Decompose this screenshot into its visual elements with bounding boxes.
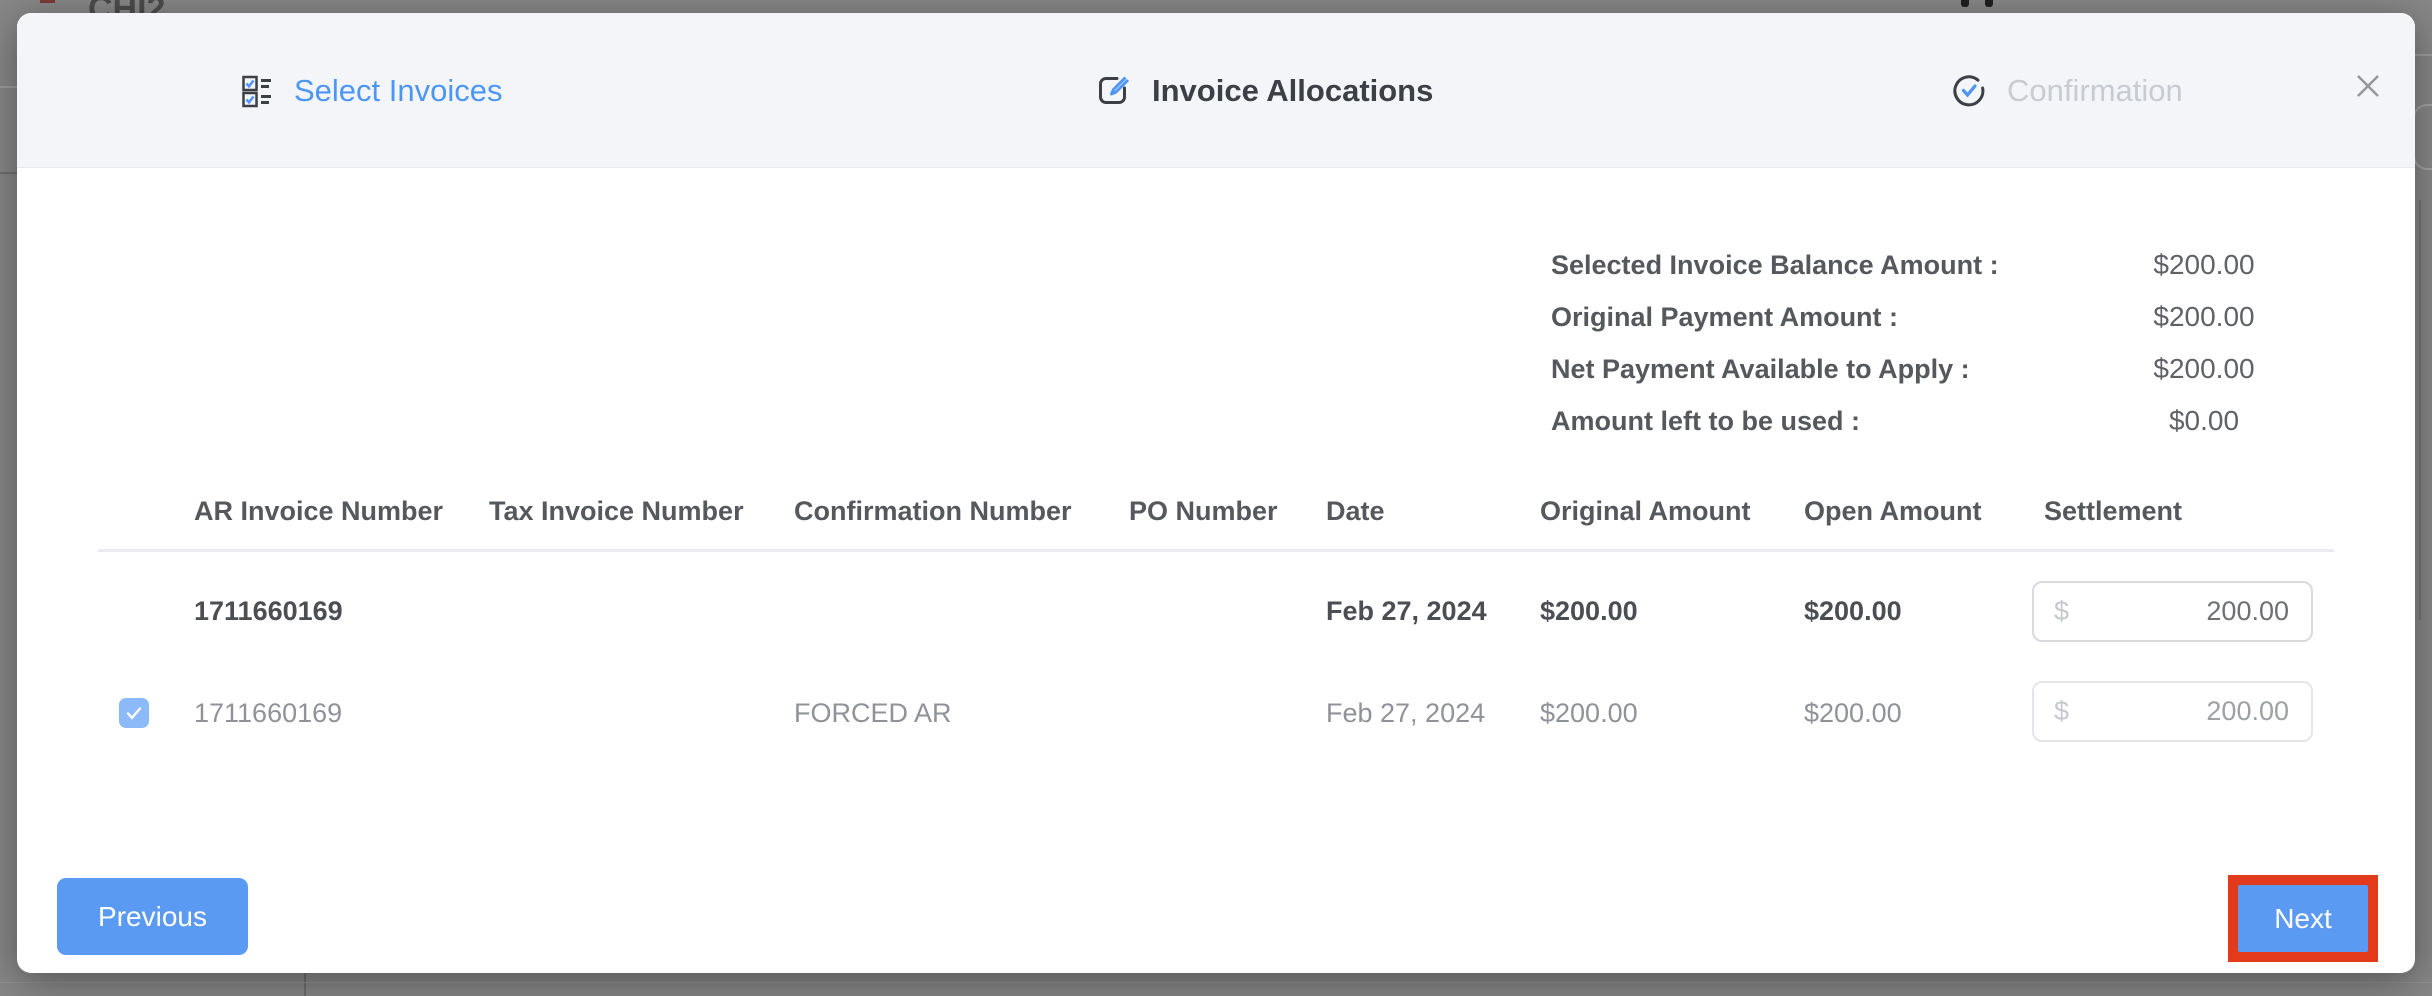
- summary-label: Net Payment Available to Apply :: [1551, 353, 1970, 384]
- background-divider: [304, 973, 306, 996]
- cell-ar-invoice-number: 1711660169: [194, 698, 343, 728]
- column-header-settlement: Settlement: [2044, 496, 2183, 526]
- summary-value: $200.00: [2153, 301, 2255, 332]
- cell-date: Feb 27, 2024: [1326, 596, 1487, 626]
- column-header-ar-invoice-number: AR Invoice Number: [194, 496, 444, 526]
- summary-row: Net Payment Available to Apply : $200.00: [1551, 343, 2309, 395]
- step-label: Invoice Allocations: [1152, 73, 1434, 108]
- cell-original-amount: $200.00: [1540, 698, 1638, 728]
- background-divider: [2419, 200, 2421, 620]
- step-invoice-allocations[interactable]: Invoice Allocations: [1098, 68, 1433, 114]
- currency-prefix: $: [2054, 696, 2070, 726]
- step-label: Select Invoices: [294, 73, 503, 108]
- settlement-amount-field[interactable]: $: [2032, 581, 2313, 642]
- previous-button[interactable]: Previous: [57, 878, 248, 955]
- background-divider: [0, 172, 17, 174]
- summary-label: Amount left to be used :: [1551, 405, 1860, 436]
- circle-check-icon: [1953, 75, 1985, 107]
- background-artifact: [1985, 0, 1993, 7]
- background-divider: [0, 86, 17, 88]
- invoice-allocation-modal: Select Invoices Invoice Allocations: [17, 13, 2415, 973]
- next-button[interactable]: Next: [2238, 885, 2368, 952]
- table-header-row: AR Invoice Number Tax Invoice Number Con…: [17, 493, 2415, 529]
- summary-value: $0.00: [2168, 405, 2240, 436]
- step-confirmation: Confirmation: [1953, 68, 2183, 114]
- summary-label: Selected Invoice Balance Amount :: [1551, 249, 1999, 280]
- settlement-input[interactable]: [2069, 696, 2311, 727]
- cell-open-amount: $200.00: [1804, 698, 1902, 728]
- summary-value: $200.00: [2153, 249, 2255, 280]
- summary-row: Selected Invoice Balance Amount : $200.0…: [1551, 239, 2309, 291]
- settlement-amount-field[interactable]: $: [2032, 681, 2313, 742]
- wizard-step-header: Select Invoices Invoice Allocations: [17, 13, 2415, 168]
- column-header-date: Date: [1326, 496, 1385, 526]
- column-header-po-number: PO Number: [1129, 496, 1278, 526]
- currency-prefix: $: [2054, 596, 2070, 626]
- settlement-input[interactable]: [2069, 596, 2311, 627]
- checklist-icon: [242, 74, 272, 108]
- summary-label: Original Payment Amount :: [1551, 301, 1899, 332]
- edit-icon: [1098, 75, 1130, 107]
- column-header-tax-invoice-number: Tax Invoice Number: [489, 496, 744, 526]
- table-row: 1711660169 Feb 27, 2024 $200.00 $200.00 …: [17, 573, 2415, 649]
- background-divider: [2415, 54, 2432, 56]
- table-row: 1711660169 FORCED AR Feb 27, 2024 $200.0…: [17, 675, 2415, 751]
- row-checkbox-checked[interactable]: [119, 698, 149, 728]
- table-header-divider: [98, 549, 2334, 552]
- payment-summary: Selected Invoice Balance Amount : $200.0…: [1551, 239, 2309, 447]
- summary-row: Original Payment Amount : $200.00: [1551, 291, 2309, 343]
- cell-date: Feb 27, 2024: [1326, 698, 1486, 728]
- step-select-invoices[interactable]: Select Invoices: [242, 68, 503, 114]
- summary-row: Amount left to be used : $0.00: [1551, 395, 2309, 447]
- column-header-open-amount: Open Amount: [1804, 496, 1982, 526]
- annotation-highlight-box: Next: [2228, 875, 2378, 962]
- close-icon[interactable]: [2347, 65, 2389, 107]
- cell-ar-invoice-number: 1711660169: [194, 596, 343, 626]
- background-card-edge: [2413, 104, 2432, 170]
- cell-open-amount: $200.00: [1804, 596, 1902, 626]
- column-header-original-amount: Original Amount: [1540, 496, 1751, 526]
- summary-value: $200.00: [2153, 353, 2255, 384]
- background-divider: [0, 982, 2432, 983]
- column-header-confirmation-number: Confirmation Number: [794, 496, 1072, 526]
- background-artifact: [40, 0, 55, 3]
- cell-confirmation-number: FORCED AR: [794, 698, 952, 728]
- step-label: Confirmation: [2007, 73, 2183, 108]
- cell-original-amount: $200.00: [1540, 596, 1638, 626]
- background-artifact: [1961, 0, 1969, 7]
